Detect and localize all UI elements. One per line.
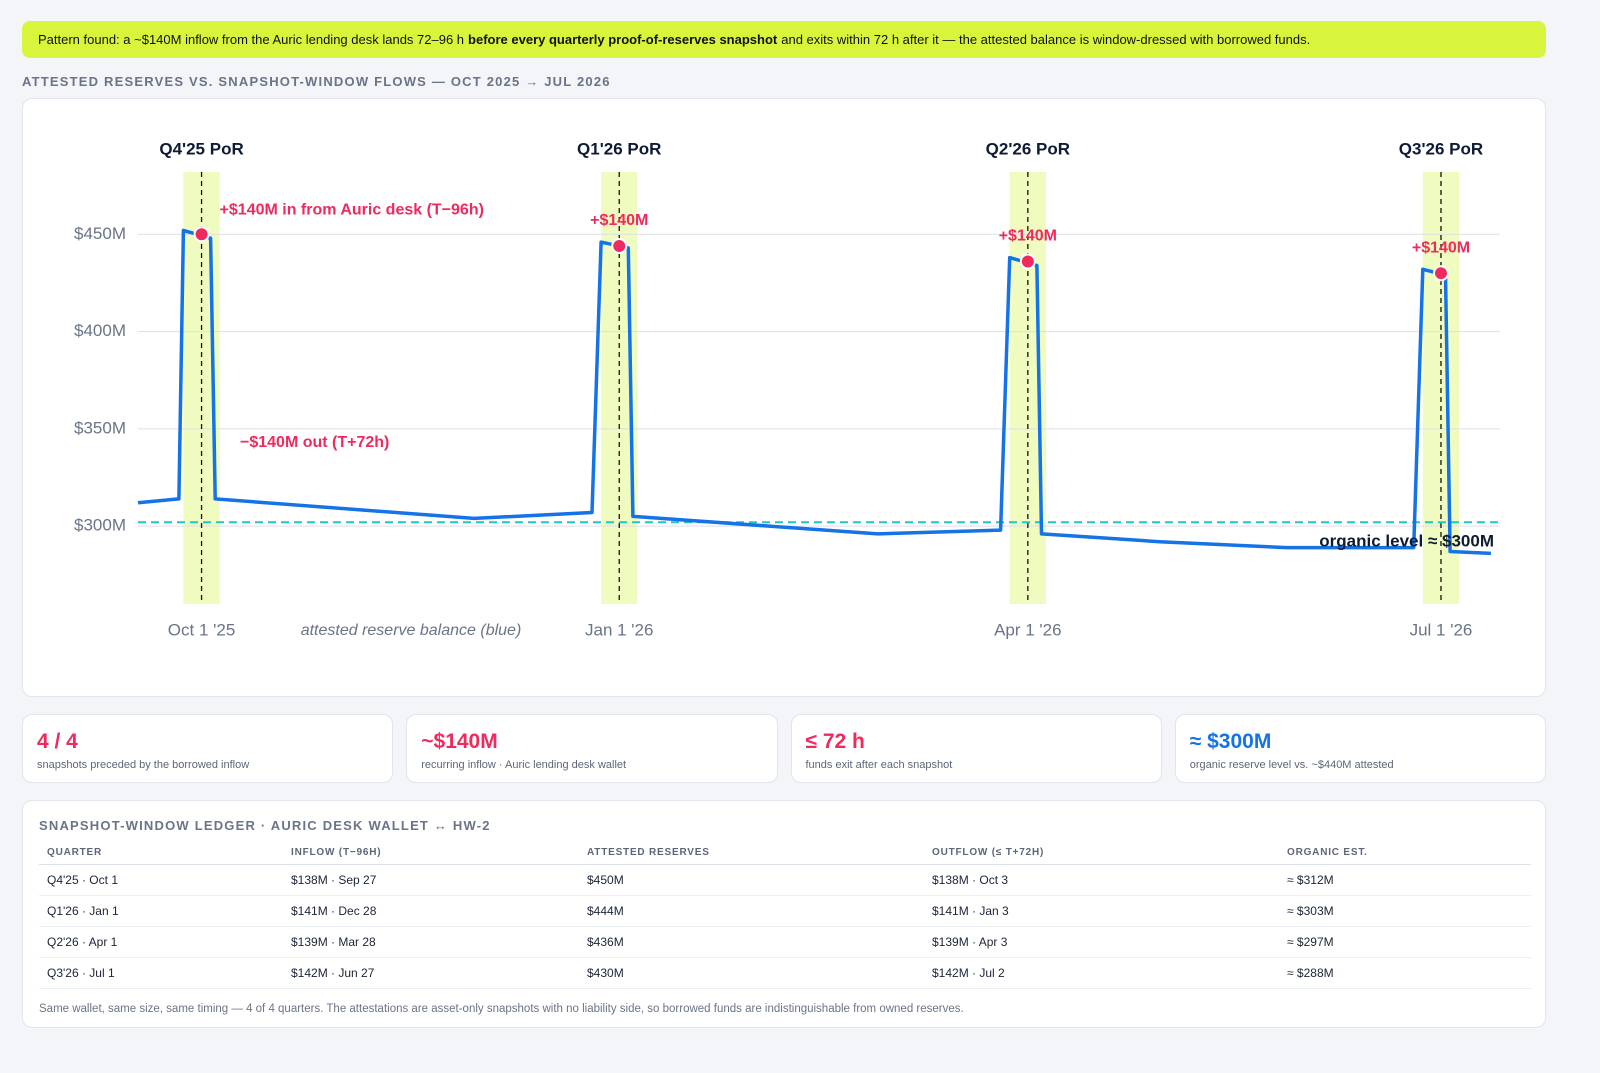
snapshot-label: Q4'25 PoR bbox=[159, 139, 243, 158]
inflow-annotation: +$140M bbox=[590, 212, 648, 229]
chart-card bbox=[22, 98, 1546, 697]
ledger-cell: Q3'26 · Jul 1 bbox=[39, 957, 283, 989]
stat-card: ≈ $300M organic reserve level vs. ~$440M … bbox=[1174, 714, 1546, 783]
ledger-cell: $142M · Jul 2 bbox=[924, 957, 1279, 989]
column-header: QUARTER bbox=[39, 843, 283, 865]
ledger-row: Q2'26 · Apr 1 $139M · Mar 28 $436M $139M · … bbox=[39, 926, 1531, 958]
ledger-cell: $436M bbox=[579, 926, 924, 958]
ledger-row: Q1'26 · Jan 1 $141M · Dec 28 $444M $141M · … bbox=[39, 895, 1531, 927]
series-label: attested reserve balance (blue) bbox=[301, 622, 522, 639]
ledger-cell: ≈ $312M bbox=[1279, 864, 1531, 896]
stat-card: ≤ 72 h funds exit after each snapshot bbox=[790, 714, 1162, 783]
outflow-annotation: −$140M out (T+72h) bbox=[240, 434, 389, 451]
stat-value: ≤ 72 h bbox=[805, 730, 865, 753]
x-tick-label: Oct 1 '25 bbox=[168, 620, 236, 639]
reference-label: organic level ≈ $300M bbox=[1319, 531, 1494, 550]
stat-value: ~$140M bbox=[421, 730, 498, 753]
pattern-banner: Pattern found: a ~$140M inflow from the … bbox=[22, 21, 1546, 58]
inflow-annotation: +$140M in from Auric desk (T−96h) bbox=[220, 201, 484, 218]
stat-card: ~$140M recurring inflow · Auric lending d… bbox=[406, 714, 778, 783]
header-row: QUARTER INFLOW (T−96H) ATTESTED RESERVES OU… bbox=[39, 843, 1531, 865]
y-tick-label: $450M bbox=[74, 224, 126, 243]
chart: $300M $350M $400M $450M Oct 1 '25 Jan 1 '26 Ap… bbox=[74, 139, 1500, 639]
stat-value: ≈ $300M bbox=[1189, 730, 1272, 753]
column-header: ORGANIC EST. bbox=[1279, 843, 1531, 865]
ledger-table: QUARTER INFLOW (T−96H) ATTESTED RESERVES OU… bbox=[39, 843, 1531, 989]
ledger-row: Q3'26 · Jul 1 $142M · Jun 27 $430M $142M · … bbox=[39, 957, 1531, 989]
banner-text: and exits within 72 h after it — the att… bbox=[781, 32, 1311, 47]
column-header: OUTFLOW (≤ T+72H) bbox=[924, 843, 1279, 865]
ledger-cell: $430M bbox=[579, 957, 924, 989]
column-header: INFLOW (T−96H) bbox=[283, 843, 579, 865]
reserve-line bbox=[137, 228, 1491, 556]
snapshot-marker bbox=[193, 226, 210, 243]
ledger-cell: ≈ $288M bbox=[1279, 957, 1531, 989]
stat-value: 4 / 4 bbox=[37, 730, 78, 753]
chart-section-title: ATTESTED RESERVES VS. SNAPSHOT-WINDOW FL… bbox=[22, 74, 611, 89]
ledger-cell: $142M · Jun 27 bbox=[283, 957, 579, 989]
ledger-cell: $138M · Sep 27 bbox=[283, 864, 579, 896]
x-tick-label: Jan 1 '26 bbox=[585, 620, 653, 639]
ledger-footnote: Same wallet, same size, same timing — 4 … bbox=[39, 1003, 964, 1015]
stat-card: 4 / 4 snapshots preceded by the borrowed … bbox=[22, 714, 394, 783]
ledger-title: SNAPSHOT-WINDOW LEDGER · AURIC DESK WALL… bbox=[39, 818, 491, 833]
ledger-cell: $138M · Oct 3 bbox=[924, 864, 1279, 896]
snapshot-marker bbox=[1432, 265, 1449, 282]
stat-caption: funds exit after each snapshot bbox=[805, 759, 953, 771]
snapshot-marker bbox=[611, 237, 628, 254]
snapshot-marker bbox=[1019, 253, 1036, 270]
inflow-annotation: +$140M bbox=[1412, 239, 1470, 256]
snapshot-label: Q3'26 PoR bbox=[1399, 139, 1483, 158]
snapshot-label: Q2'26 PoR bbox=[986, 139, 1070, 158]
ledger-cell: ≈ $297M bbox=[1279, 926, 1531, 958]
x-tick-label: Apr 1 '26 bbox=[994, 620, 1062, 639]
y-tick-label: $400M bbox=[74, 321, 126, 340]
stat-caption: organic reserve level vs. ~$440M atteste… bbox=[1189, 759, 1394, 771]
ledger-cell: $450M bbox=[579, 864, 924, 896]
banner-text: Pattern found: a ~$140M inflow from the … bbox=[38, 32, 465, 47]
ledger-row: Q4'25 · Oct 1 $138M · Sep 27 $450M $138M · … bbox=[39, 864, 1531, 896]
inflow-annotation: +$140M bbox=[999, 228, 1057, 245]
ledger-cell: Q1'26 · Jan 1 bbox=[39, 895, 283, 927]
stat-cards: 4 / 4 snapshots preceded by the borrowed … bbox=[22, 714, 1546, 783]
banner-emphasis: before every quarterly proof-of-reserves… bbox=[468, 32, 778, 47]
stat-caption: recurring inflow · Auric lending desk wa… bbox=[421, 759, 627, 771]
ledger-cell: $139M · Apr 3 bbox=[924, 926, 1279, 958]
ledger-cell: $444M bbox=[579, 895, 924, 927]
ledger-cell: $141M · Dec 28 bbox=[283, 895, 579, 927]
column-header: ATTESTED RESERVES bbox=[579, 843, 924, 865]
ledger-cell: $141M · Jan 3 bbox=[924, 895, 1279, 927]
ledger-card: SNAPSHOT-WINDOW LEDGER · AURIC DESK WALL… bbox=[22, 800, 1546, 1028]
snapshot-label: Q1'26 PoR bbox=[577, 139, 661, 158]
ledger-cell: Q4'25 · Oct 1 bbox=[39, 864, 283, 896]
x-tick-label: Jul 1 '26 bbox=[1410, 620, 1473, 639]
ledger-cell: $139M · Mar 28 bbox=[283, 926, 579, 958]
ledger-cell: Q2'26 · Apr 1 bbox=[39, 926, 283, 958]
y-tick-label: $350M bbox=[74, 418, 126, 437]
y-tick-label: $300M bbox=[74, 516, 126, 535]
ledger-cell: ≈ $303M bbox=[1279, 895, 1531, 927]
stat-caption: snapshots preceded by the borrowed inflo… bbox=[37, 759, 250, 771]
